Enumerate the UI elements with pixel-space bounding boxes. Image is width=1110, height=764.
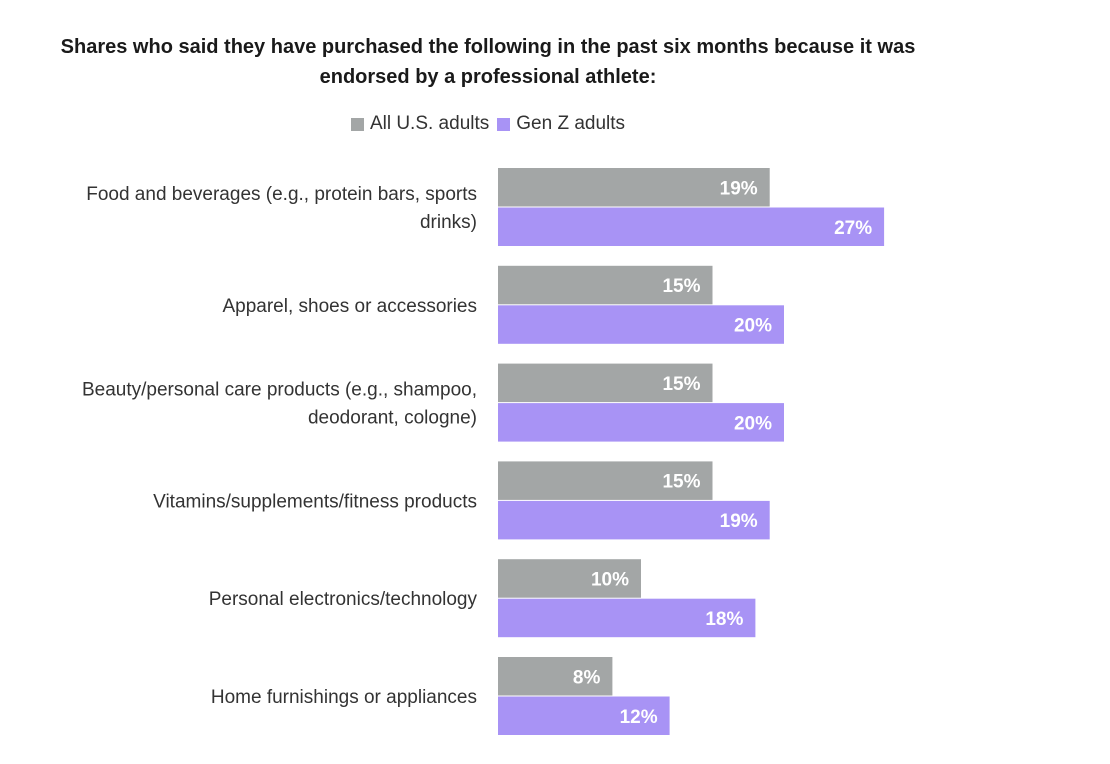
value-label-all-adults-3: 15% <box>662 374 700 395</box>
value-label-all-adults-1: 19% <box>720 178 758 199</box>
value-label-gen-z-4: 19% <box>720 511 758 532</box>
value-label-gen-z-6: 12% <box>620 707 658 728</box>
bar-all-adults-6 <box>498 657 613 696</box>
category-label-6: Home furnishings or appliances <box>211 687 477 708</box>
category-label-5: Personal electronics/technology <box>209 589 478 610</box>
bar-all-adults-2 <box>498 265 713 305</box>
value-label-all-adults-4: 15% <box>662 472 700 493</box>
value-label-all-adults-5: 10% <box>591 569 629 590</box>
legend-label-gen-z: Gen Z adults <box>516 113 626 134</box>
category-label-3-line-1: Beauty/personal care products (e.g., sha… <box>82 380 477 401</box>
bar-gen-z-3 <box>498 403 784 442</box>
chart-legend: All U.S. adults Gen Z adults <box>0 113 976 135</box>
bar-all-adults-3 <box>498 363 713 403</box>
category-label-3-line-2: deodorant, cologne) <box>308 408 477 429</box>
chart-title: Shares who said they have purchased the … <box>0 32 976 92</box>
bar-all-adults-1 <box>498 168 770 207</box>
bar-gen-z-4 <box>498 500 770 540</box>
value-label-gen-z-1: 27% <box>834 218 872 239</box>
bar-all-adults-5 <box>498 559 641 598</box>
category-label-4: Vitamins/supplements/fitness products <box>153 491 477 512</box>
legend-swatch-gen-z <box>497 117 511 131</box>
legend-item-all-adults: All U.S. adults <box>350 113 490 135</box>
value-label-gen-z-3: 20% <box>734 413 772 434</box>
chart-title-line-1: Shares who said they have purchased the … <box>60 36 916 58</box>
legend-label-all-adults: All U.S. adults <box>369 113 490 134</box>
bar-gen-z-6 <box>498 696 670 735</box>
category-label-2: Apparel, shoes or accessories <box>222 296 477 317</box>
legend-swatch-all-adults <box>350 117 364 131</box>
chart-title-line-2: endorsed by a professional athlete: <box>319 66 657 88</box>
bar-all-adults-4 <box>498 461 713 500</box>
value-label-all-adults-2: 15% <box>662 276 700 297</box>
bar-gen-z-2 <box>498 305 784 344</box>
value-label-gen-z-2: 20% <box>734 316 772 337</box>
value-label-all-adults-6: 8% <box>573 667 601 688</box>
category-label-1-line-1: Food and beverages (e.g., protein bars, … <box>86 184 477 205</box>
bar-gen-z-5 <box>498 598 756 638</box>
legend-item-gen-z: Gen Z adults <box>497 113 625 135</box>
bar-gen-z-1 <box>498 207 885 246</box>
category-label-1-line-2: drinks) <box>420 212 477 233</box>
value-label-gen-z-5: 18% <box>705 609 743 630</box>
